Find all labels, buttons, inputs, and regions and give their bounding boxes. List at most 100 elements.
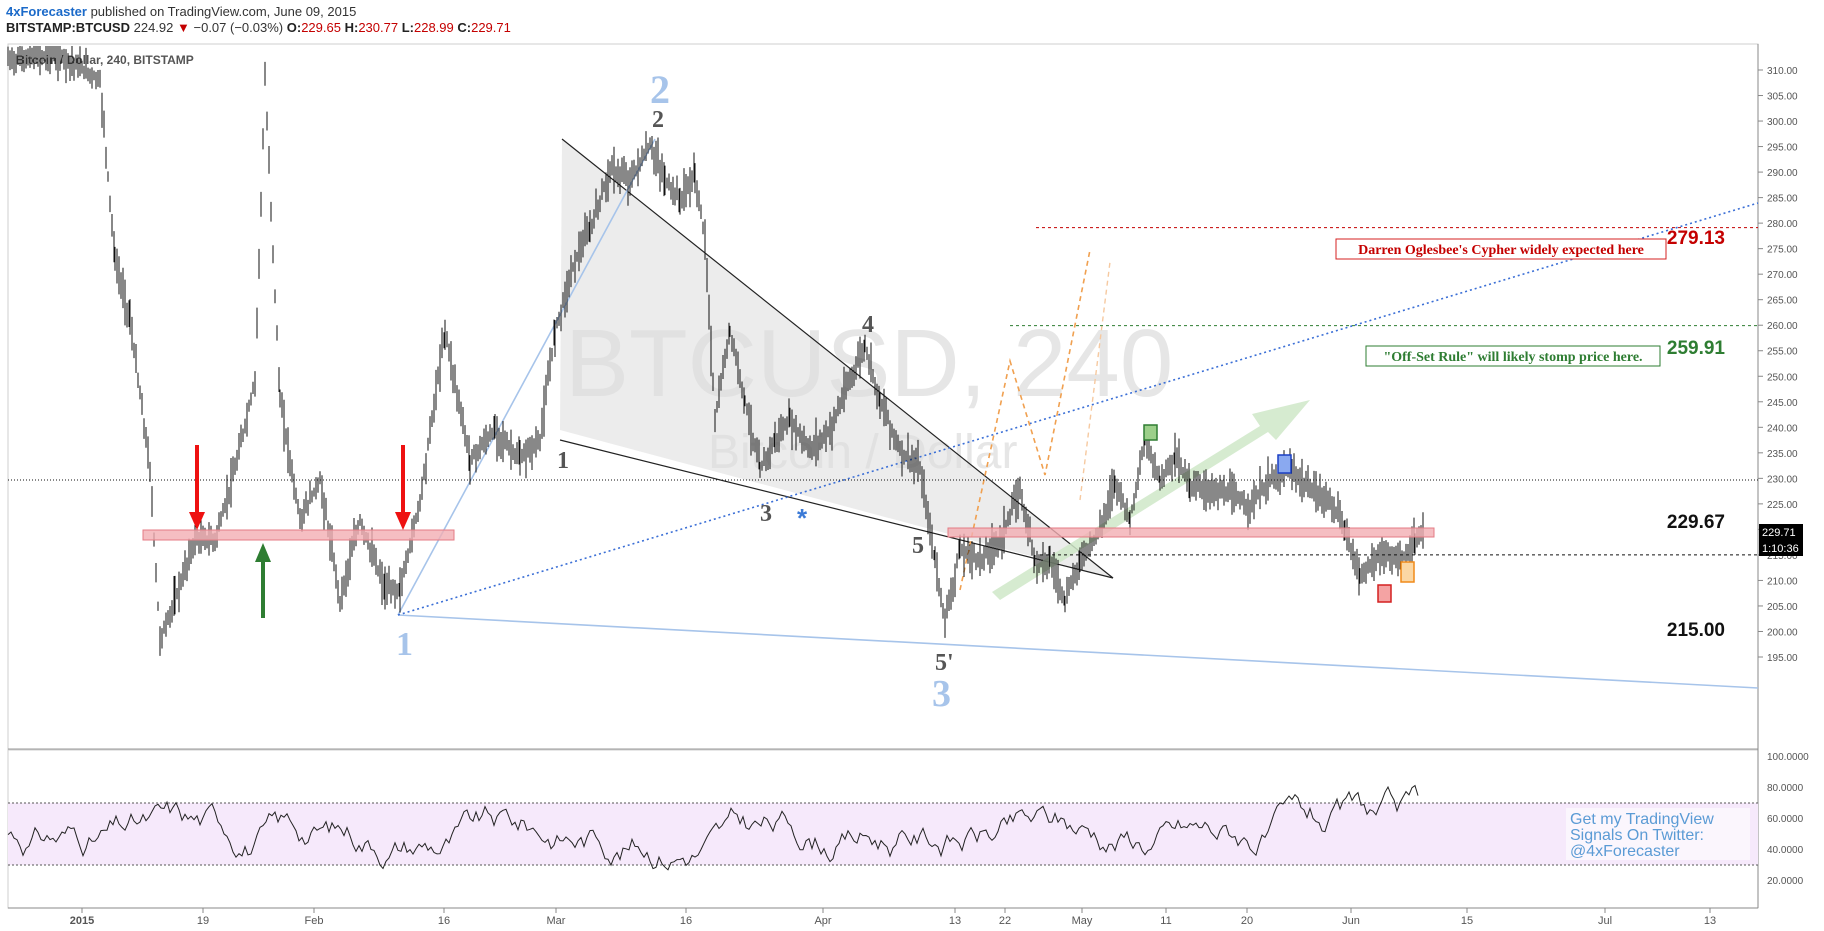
rsi-tick-label-0: 100.0000 (1767, 752, 1809, 763)
asterisk-marker: * (797, 503, 808, 533)
big-wave-label-3: 3 (932, 673, 951, 715)
time-tick-label-0: 2015 (70, 915, 94, 927)
last-price-tag: 229.71 1:10:36 (1759, 524, 1803, 556)
projection-arrow-2 (1079, 261, 1111, 501)
marker-green-square (1143, 424, 1158, 441)
rsi-tick-label-3: 40.0000 (1767, 845, 1804, 856)
price-tick-label-10: 260.00 (1767, 321, 1798, 332)
time-tick-label-11: 20 (1241, 915, 1253, 927)
price-tick-label-13: 245.00 (1767, 398, 1798, 409)
price-tick-label-21: 205.00 (1767, 602, 1798, 613)
price-axis[interactable]: 310.00 305.00 300.00 295.00 290.00 285.00 280.… (1758, 66, 1798, 664)
price-tick-label-17: 225.00 (1767, 500, 1798, 511)
price-tick-label-12: 250.00 (1767, 372, 1798, 383)
time-tick-label-4: Mar (547, 915, 566, 927)
pane-label: Bitcoin / Dollar, 240, BITSTAMP (16, 53, 194, 67)
promo-box[interactable]: Get my TradingView Signals On Twitter: @… (1566, 808, 1750, 860)
big-wave-label-1: 1 (396, 626, 413, 663)
cypher-note: Darren Oglesbee's Cypher widely expected… (1335, 238, 1667, 260)
price-tick-label-16: 230.00 (1767, 474, 1798, 485)
time-tick-label-8: 22 (999, 915, 1011, 927)
ohlc-values: O:229.65 H:230.77 L:228.99 C:229.71 (286, 20, 511, 35)
price-tick-label-22: 200.00 (1767, 627, 1798, 638)
change-value: −0.07 (−0.03%) (193, 20, 284, 35)
marker-orange-square (1400, 561, 1415, 583)
price-tick-label-1: 305.00 (1767, 92, 1798, 103)
rsi-tick-label-2: 60.0000 (1767, 814, 1804, 825)
svg-text:229.71: 229.71 (1762, 527, 1796, 539)
promo-line-2: Signals On Twitter: (1570, 827, 1704, 844)
price-tick-label-8: 270.00 (1767, 270, 1798, 281)
price-tick-label-9: 265.00 (1767, 296, 1798, 307)
wave-label-1: 1 (557, 448, 569, 474)
last-value: 224.92 (133, 20, 174, 35)
author-link[interactable]: 4xForecaster (6, 4, 87, 19)
wave-label-5prime: 5' (935, 650, 954, 676)
price-tick-label-6: 280.00 (1767, 219, 1798, 230)
time-tick-label-5: 16 (680, 915, 692, 927)
big-wave-label-2: 2 (650, 67, 670, 112)
level-label-259: 259.91 (1667, 338, 1726, 359)
time-tick-label-10: 11 (1160, 915, 1171, 927)
marker-blue-square (1277, 454, 1292, 474)
lower-channel-line (397, 614, 1759, 689)
price-tick-label-5: 285.00 (1767, 194, 1798, 205)
marker-red-square (1377, 584, 1392, 603)
level-label-279: 279.13 (1667, 228, 1725, 249)
price-tick-label-14: 240.00 (1767, 423, 1798, 434)
rsi-tick-label-1: 80.0000 (1767, 783, 1804, 794)
time-tick-label-9: May (1072, 915, 1093, 927)
symbol-label[interactable]: BITSTAMP:BTCUSD (6, 20, 130, 35)
time-tick-label-1: 19 (197, 915, 209, 927)
price-tick-label-20: 210.00 (1767, 576, 1798, 587)
level-lines (8, 227, 1758, 556)
triangle-lower-line (559, 439, 1114, 579)
down-arrow-icon: ▼ (177, 20, 190, 35)
triangle-upper-line (561, 138, 1114, 579)
wave-label-2: 2 (652, 107, 664, 133)
svg-text:1:10:36: 1:10:36 (1762, 543, 1799, 555)
time-tick-label-6: Apr (814, 915, 831, 927)
wave-label-3: 3 (760, 501, 772, 527)
rsi-series (7, 784, 1419, 871)
time-tick-label-14: Jul (1598, 915, 1612, 927)
red-arrow-1 (189, 445, 205, 530)
rsi-line (7, 784, 1419, 871)
published-text: published on TradingView.com, June 09, 2… (90, 4, 357, 19)
projection-arrow-1 (959, 249, 1091, 591)
offset-rule-note: "Off-Set Rule" will likely stomp price h… (1365, 345, 1661, 367)
level-label-229: 229.67 (1667, 512, 1725, 533)
wave-label-5: 5 (912, 533, 924, 559)
green-arrow (255, 543, 271, 618)
rsi-axis: 100.0000 80.0000 60.0000 40.0000 20.0000 (1767, 752, 1809, 887)
price-tick-label-23: 195.00 (1767, 653, 1798, 664)
time-tick-label-15: 13 (1704, 915, 1716, 927)
time-tick-label-12: Jun (1342, 915, 1360, 927)
dotted-trendline (397, 202, 1759, 616)
price-tick-label-4: 290.00 (1767, 168, 1798, 179)
wave-label-4: 4 (862, 312, 874, 338)
rsi-tick-label-4: 20.0000 (1767, 876, 1804, 887)
red-arrow-2 (395, 445, 411, 530)
price-tick-label-15: 235.00 (1767, 449, 1798, 460)
price-tick-label-3: 295.00 (1767, 143, 1798, 154)
rsi-band (8, 803, 1758, 865)
support-zone-left (142, 529, 455, 541)
price-tick-label-0: 310.00 (1767, 66, 1798, 77)
price-tick-label-2: 300.00 (1767, 117, 1798, 128)
chart-header: 4xForecaster published on TradingView.co… (6, 4, 511, 36)
svg-text:"Off-Set Rule" will likely sto: "Off-Set Rule" will likely stomp price h… (1383, 350, 1642, 365)
promo-line-3: @4xForecaster (1570, 843, 1680, 860)
price-tick-label-11: 255.00 (1767, 347, 1798, 358)
time-axis[interactable]: 2015 19 Feb 16 Mar 16 Apr 13 22 May 11 20 Jun 15 Jul 13 (70, 908, 1716, 927)
price-tick-label-19: 215.00 (1767, 551, 1798, 562)
support-zone-right (947, 527, 1435, 538)
green-trend-arrow (992, 400, 1310, 600)
promo-line-1: Get my TradingView (1570, 811, 1714, 828)
level-label-215: 215.00 (1667, 620, 1725, 641)
time-tick-label-13: 15 (1461, 915, 1473, 927)
time-tick-label-2: Feb (305, 915, 324, 927)
time-tick-label-3: 16 (438, 915, 450, 927)
time-tick-label-7: 13 (949, 915, 961, 927)
